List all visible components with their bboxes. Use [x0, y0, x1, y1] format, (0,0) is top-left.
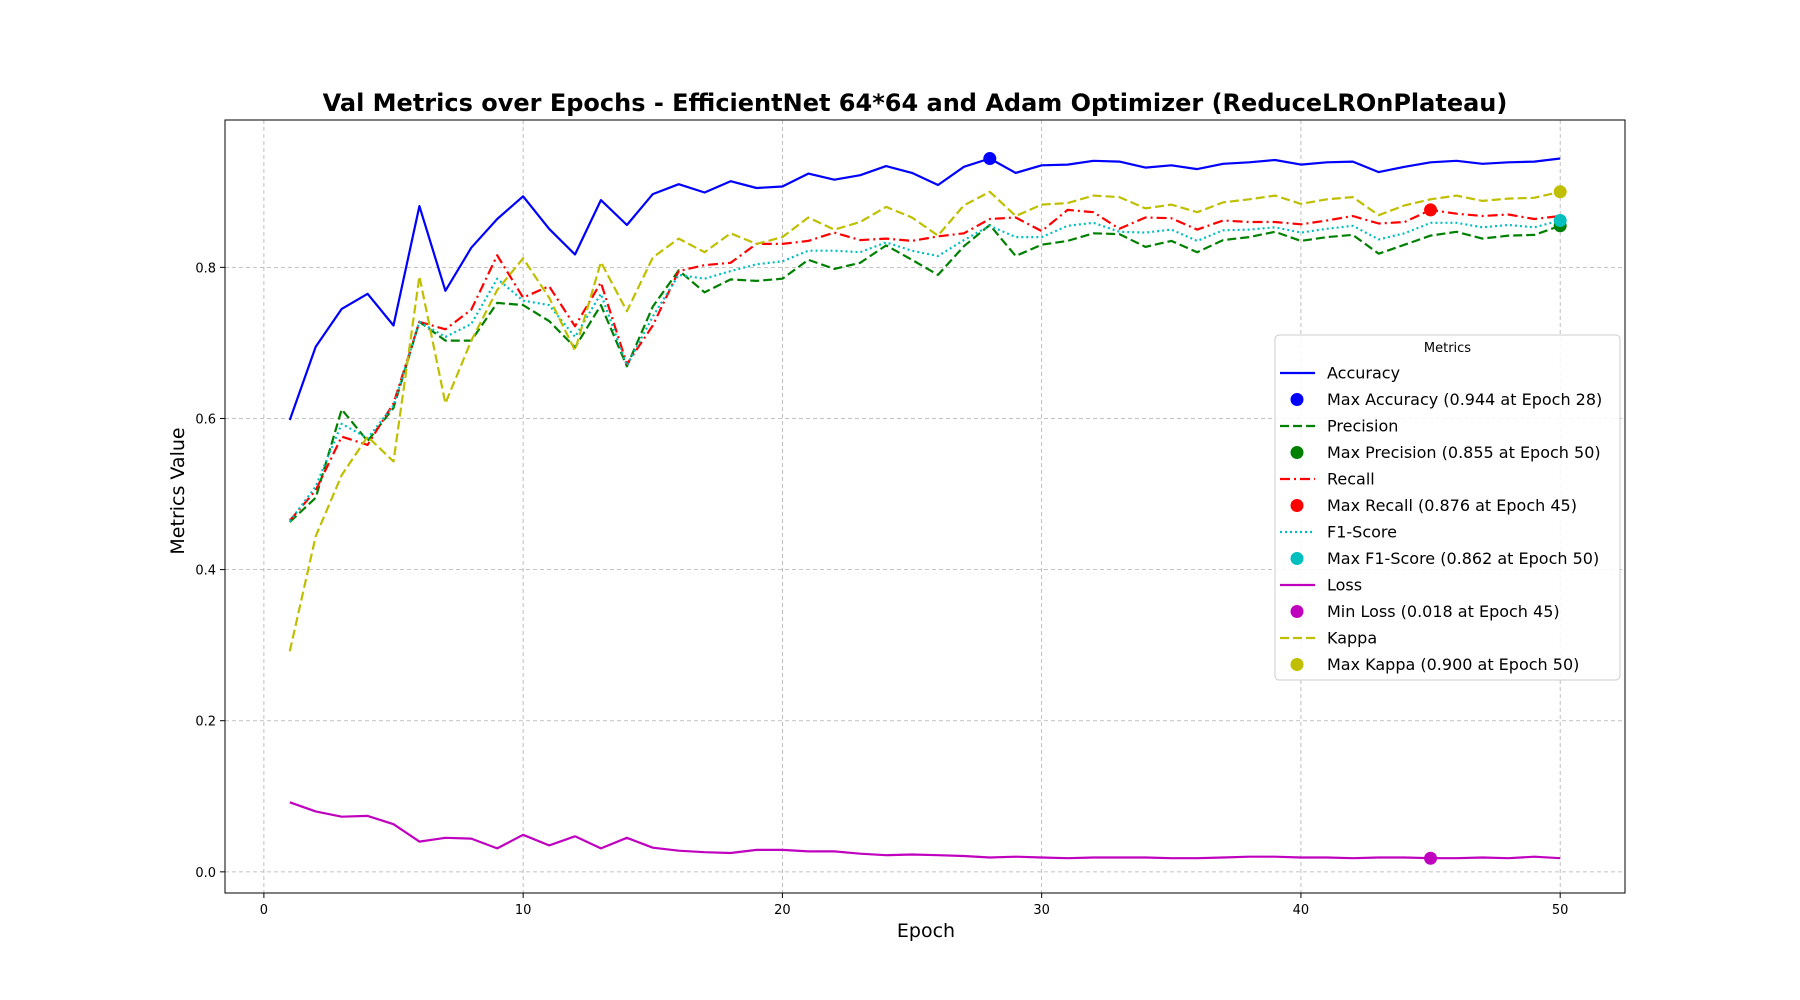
marker-kappa: [1553, 185, 1567, 199]
marker-accuracy: [983, 152, 997, 166]
legend-entry-f1-score: F1-Score: [1327, 523, 1397, 542]
legend: Metrics Accuracy Max Accuracy (0.944 at Ep…: [1274, 334, 1621, 681]
x-axis-label: Epoch: [897, 920, 955, 942]
axis-ticks: 0 10 20 30 40 50 0.0 0.2 0.4 0.6 0.8: [195, 261, 1568, 918]
series-line-loss: [289, 801, 1561, 860]
legend-entry-loss: Loss: [1327, 576, 1362, 595]
series-line-recall: [288, 208, 1561, 522]
y-tick-label: 0.4: [195, 564, 216, 579]
legend-title: Metrics: [1424, 341, 1471, 356]
marker-loss: [1424, 851, 1438, 865]
legend-box: [1274, 334, 1621, 681]
legend-entry-recall: Recall: [1327, 470, 1375, 489]
legend-entry-marker-loss: Min Loss (0.018 at Epoch 45): [1327, 602, 1560, 621]
x-tick-label: 0: [260, 903, 268, 918]
x-tick-label: 50: [1552, 903, 1569, 918]
marker-f1-score: [1553, 213, 1567, 227]
legend-entry-marker-f1-score: Max F1-Score (0.862 at Epoch 50): [1327, 549, 1599, 568]
plot-frame: [224, 119, 1626, 894]
legend-entry-marker-kappa: Max Kappa (0.900 at Epoch 50): [1327, 655, 1579, 674]
legend-marker-recall: [1290, 499, 1304, 512]
legend-entry-precision: Precision: [1327, 417, 1398, 436]
y-tick-label: 0.2: [195, 715, 216, 730]
legend-entry-marker-precision: Max Precision (0.855 at Epoch 50): [1327, 443, 1601, 462]
legend-marker-f1-score: [1290, 552, 1304, 565]
legend-marker-precision: [1290, 446, 1304, 459]
x-tick-label: 10: [515, 903, 532, 918]
x-tick-label: 20: [774, 903, 791, 918]
legend-entry-kappa: Kappa: [1327, 629, 1377, 648]
series-line-f1-score: [288, 219, 1561, 522]
y-tick-label: 0.0: [195, 866, 216, 881]
chart-title: Val Metrics over Epochs - EfficientNet 6…: [323, 89, 1508, 117]
y-tick-label: 0.6: [195, 412, 216, 427]
x-tick-label: 30: [1033, 903, 1050, 918]
series-lines: [288, 157, 1561, 860]
legend-entry-accuracy: Accuracy: [1327, 364, 1400, 383]
marker-recall: [1424, 203, 1438, 217]
series-line-accuracy: [288, 157, 1561, 421]
legend-entry-marker-recall: Max Recall (0.876 at Epoch 45): [1327, 496, 1577, 515]
legend-marker-kappa: [1290, 658, 1304, 671]
series-markers: [983, 152, 1567, 865]
y-axis-label: Metrics Value: [167, 427, 189, 554]
x-tick-label: 40: [1293, 903, 1310, 918]
series-line-precision: [289, 223, 1561, 523]
y-tick-label: 0.8: [195, 261, 216, 276]
series-line-kappa: [288, 190, 1561, 652]
legend-marker-loss: [1290, 605, 1304, 618]
legend-entry-marker-accuracy: Max Accuracy (0.944 at Epoch 28): [1327, 390, 1602, 409]
legend-marker-accuracy: [1290, 393, 1304, 406]
